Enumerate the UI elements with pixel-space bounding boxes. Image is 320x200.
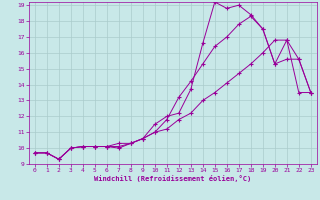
X-axis label: Windchill (Refroidissement éolien,°C): Windchill (Refroidissement éolien,°C) [94,175,252,182]
